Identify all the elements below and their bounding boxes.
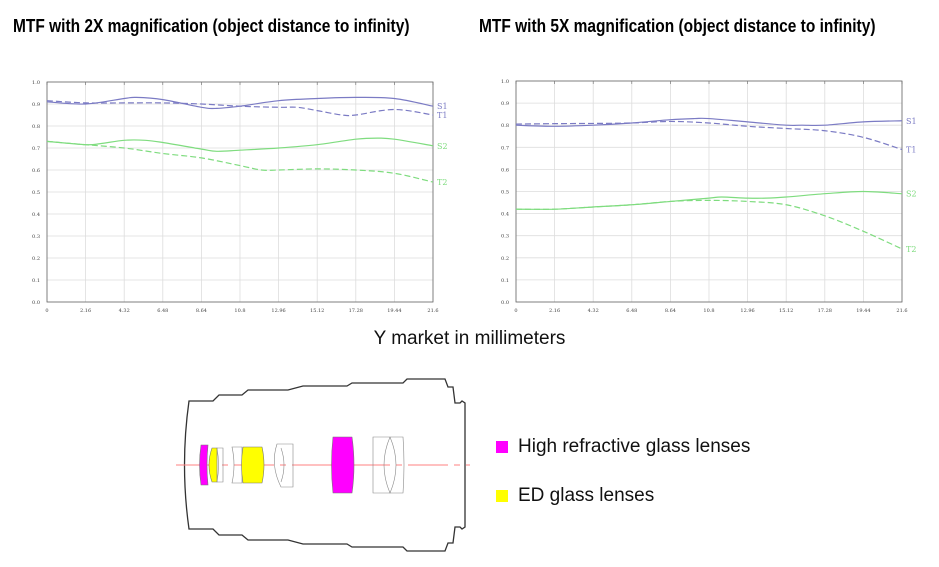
x-tick-label: 12.96 xyxy=(740,308,754,314)
legend-high-refractive: High refractive glass lenses xyxy=(496,436,750,458)
x-tick-label: 4.32 xyxy=(588,308,599,314)
series-label-s1: S1 xyxy=(437,102,448,111)
series-line-s2 xyxy=(46,137,434,152)
y-tick-label: 0.7 xyxy=(32,146,40,152)
x-tick-label: 15.12 xyxy=(310,308,324,314)
x-tick-label: 10.8 xyxy=(703,308,714,314)
series-line-s1 xyxy=(515,117,903,127)
x-tick-label: 4.32 xyxy=(119,308,130,314)
lens-high-refractive-1 xyxy=(199,444,209,486)
y-tick-label: 0.9 xyxy=(32,102,40,108)
y-tick-label: 0.2 xyxy=(32,256,40,262)
series-line-t1 xyxy=(46,100,434,117)
x-tick-label: 19.44 xyxy=(387,308,401,314)
y-tick-label: 0.5 xyxy=(501,190,509,196)
series-label-s2: S2 xyxy=(437,142,448,151)
x-tick-label: 6.48 xyxy=(626,308,637,314)
y-tick-label: 0.8 xyxy=(32,124,40,130)
y-tick-label: 0.5 xyxy=(32,190,40,196)
x-tick-label: 2.16 xyxy=(80,308,91,314)
y-tick-label: 1.0 xyxy=(501,79,509,85)
x-tick-label: 6.48 xyxy=(157,308,168,314)
y-tick-label: 0.9 xyxy=(501,101,509,107)
y-tick-label: 0.1 xyxy=(32,278,40,284)
lens-barrel-outline xyxy=(183,378,466,552)
y-tick-label: 0.3 xyxy=(32,234,40,240)
series-line-s1 xyxy=(46,96,434,110)
y-tick-label: 0.6 xyxy=(32,168,40,174)
y-tick-label: 0.3 xyxy=(501,234,509,240)
x-tick-label: 21.6 xyxy=(427,308,438,314)
x-tick-label: 8.64 xyxy=(665,308,676,314)
x-tick-label: 0 xyxy=(514,308,517,314)
series-label-s2: S2 xyxy=(906,190,917,199)
series-label-s1: S1 xyxy=(906,117,917,126)
y-tick-label: 0.4 xyxy=(32,212,40,218)
chart-title-2x: MTF with 2X magnification (object distan… xyxy=(13,16,410,36)
legend-swatch-yellow xyxy=(496,490,508,502)
y-tick-label: 1.0 xyxy=(32,80,40,86)
lens-element xyxy=(372,436,405,494)
x-tick-label: 17.28 xyxy=(818,308,832,314)
x-tick-label: 2.16 xyxy=(549,308,560,314)
plot-frame xyxy=(46,81,434,303)
lens-element xyxy=(216,447,224,483)
series-line-t2 xyxy=(46,140,434,183)
x-axis-label: Y market in millimeters xyxy=(373,328,566,349)
series-label-t2: T2 xyxy=(437,178,447,187)
x-tick-label: 10.8 xyxy=(234,308,245,314)
lens-element xyxy=(231,446,243,484)
lens-ed-1 xyxy=(208,447,218,483)
y-tick-label: 0.6 xyxy=(501,167,509,173)
series-line-t1 xyxy=(515,120,903,151)
lens-element xyxy=(273,443,294,488)
legend-ed: ED glass lenses xyxy=(496,485,654,507)
x-tick-label: 8.64 xyxy=(196,308,207,314)
series-label-t2: T2 xyxy=(906,245,916,254)
x-tick-label: 0 xyxy=(45,308,48,314)
plot-frame xyxy=(515,80,903,303)
y-tick-label: 0.2 xyxy=(501,256,509,262)
series-label-t1: T1 xyxy=(437,111,447,120)
chart-title-5x: MTF with 5X magnification (object distan… xyxy=(479,16,876,36)
lens-high-refractive-2 xyxy=(331,436,355,494)
series-line-t2 xyxy=(515,199,903,250)
x-tick-label: 21.6 xyxy=(896,308,907,314)
legend-label: ED glass lenses xyxy=(518,485,655,506)
y-tick-label: 0.4 xyxy=(501,212,509,218)
y-tick-label: 0.0 xyxy=(501,300,509,306)
x-tick-label: 12.96 xyxy=(271,308,285,314)
y-tick-label: 0.8 xyxy=(501,123,509,129)
lens-ed-2 xyxy=(241,446,265,484)
x-tick-label: 17.28 xyxy=(349,308,363,314)
y-tick-label: 0.0 xyxy=(32,300,40,306)
y-tick-label: 0.7 xyxy=(501,145,509,151)
x-tick-label: 19.44 xyxy=(856,308,870,314)
legend-swatch-magenta xyxy=(496,441,508,453)
y-tick-label: 0.1 xyxy=(501,278,509,284)
x-tick-label: 15.12 xyxy=(779,308,793,314)
legend-label: High refractive glass lenses xyxy=(518,436,751,457)
series-label-t1: T1 xyxy=(906,146,916,155)
